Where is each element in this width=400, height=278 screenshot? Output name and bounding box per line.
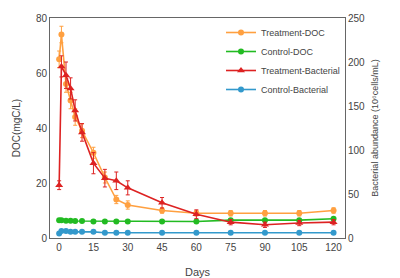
svg-text:150: 150 xyxy=(348,101,365,112)
svg-text:250: 250 xyxy=(348,13,365,24)
svg-text:20: 20 xyxy=(36,178,48,189)
svg-text:100: 100 xyxy=(348,145,365,156)
svg-text:15: 15 xyxy=(88,242,100,253)
svg-text:0: 0 xyxy=(56,242,62,253)
svg-text:Treatment-Bacterial: Treatment-Bacterial xyxy=(261,66,340,76)
svg-text:120: 120 xyxy=(325,242,342,253)
svg-text:0: 0 xyxy=(348,233,354,244)
svg-text:Days: Days xyxy=(185,266,211,278)
svg-text:Treatment-DOC: Treatment-DOC xyxy=(261,28,325,38)
svg-text:75: 75 xyxy=(225,242,237,253)
svg-text:45: 45 xyxy=(156,242,168,253)
svg-text:Bacterial abundance (10⁶cells/: Bacterial abundance (10⁶cells/mL) xyxy=(370,59,380,196)
svg-text:30: 30 xyxy=(122,242,134,253)
svg-text:50: 50 xyxy=(348,189,360,200)
svg-text:0: 0 xyxy=(41,233,47,244)
svg-text:80: 80 xyxy=(36,13,48,24)
svg-text:60: 60 xyxy=(36,68,48,79)
svg-text:Control-Bacterial: Control-Bacterial xyxy=(261,85,328,95)
svg-text:Control-DOC: Control-DOC xyxy=(261,47,314,57)
svg-text:200: 200 xyxy=(348,57,365,68)
svg-text:DOC(mgC/L): DOC(mgC/L) xyxy=(11,99,22,157)
svg-text:105: 105 xyxy=(291,242,308,253)
svg-text:40: 40 xyxy=(36,123,48,134)
svg-text:60: 60 xyxy=(191,242,203,253)
svg-text:90: 90 xyxy=(259,242,271,253)
